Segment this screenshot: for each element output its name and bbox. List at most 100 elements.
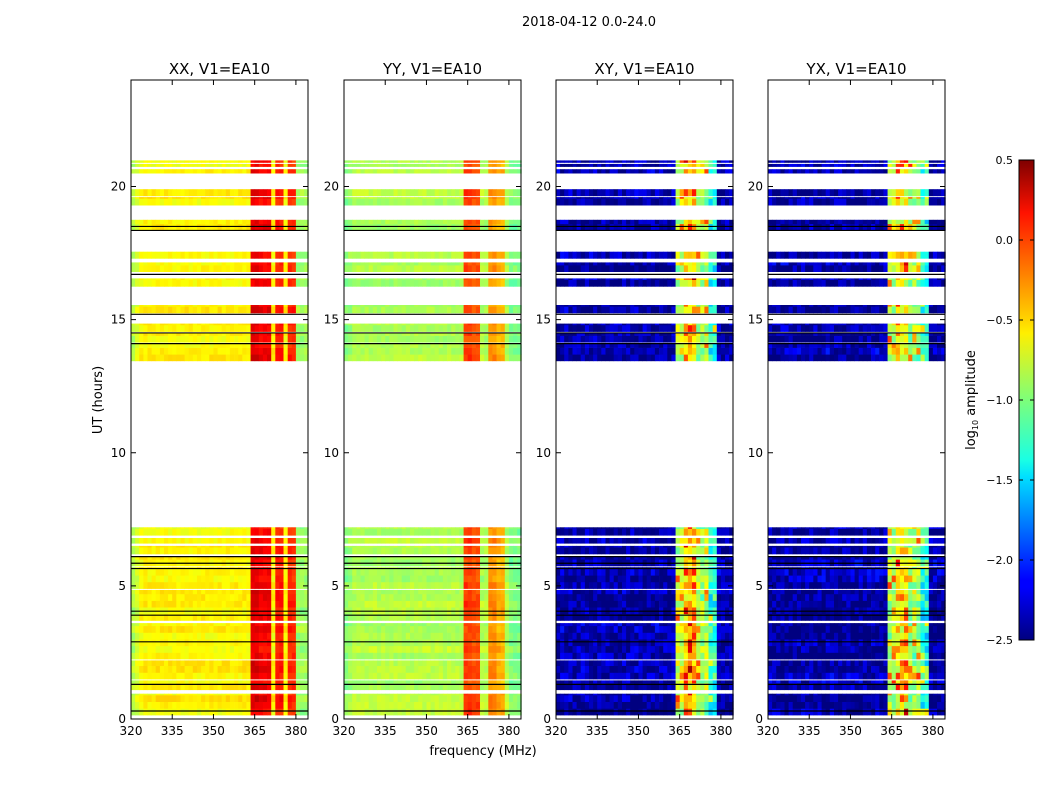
- heatmap-cell: [509, 547, 514, 554]
- heatmap-cell: [480, 224, 485, 231]
- heatmap-cell: [459, 594, 464, 601]
- heatmap-cell: [143, 252, 148, 259]
- heatmap-cell: [406, 348, 411, 355]
- heatmap-cell: [205, 633, 210, 640]
- heatmap-cell: [361, 694, 366, 696]
- heatmap-cell: [439, 305, 444, 307]
- heatmap-cell: [589, 680, 594, 683]
- heatmap-cell: [447, 626, 452, 633]
- heatmap-cell: [267, 623, 272, 626]
- heatmap-cell: [361, 278, 366, 280]
- heatmap-cell: [427, 639, 432, 646]
- heatmap-cell: [667, 672, 672, 679]
- heatmap-cell: [292, 160, 297, 162]
- heatmap-cell: [160, 160, 165, 162]
- heatmap-cell: [205, 280, 210, 287]
- heatmap-cell: [402, 546, 407, 548]
- heatmap-cell: [447, 660, 452, 666]
- heatmap-cell: [189, 280, 194, 287]
- heatmap-cell: [218, 538, 223, 544]
- heatmap-cell: [160, 569, 165, 576]
- heatmap-cell: [238, 164, 243, 167]
- y-tick-label: 10: [324, 446, 339, 460]
- heatmap-cell: [418, 538, 423, 544]
- heatmap-cell: [373, 252, 378, 259]
- heatmap-cell: [459, 278, 464, 280]
- heatmap-cell: [398, 666, 403, 673]
- heatmap-cell: [447, 708, 452, 715]
- heatmap-cell: [435, 601, 440, 608]
- heatmap-cell: [176, 160, 181, 162]
- heatmap-cell: [156, 702, 161, 709]
- heatmap-cell: [651, 695, 656, 702]
- heatmap-cell: [451, 354, 456, 361]
- heatmap-cell: [427, 262, 432, 265]
- heatmap-cell: [148, 694, 153, 696]
- heatmap-cell: [189, 224, 194, 231]
- heatmap-cell: [373, 590, 378, 594]
- heatmap-cell: [255, 348, 260, 355]
- heatmap-cell: [468, 189, 473, 196]
- heatmap-cell: [292, 252, 297, 259]
- heatmap-cell: [242, 639, 247, 646]
- heatmap-cell: [160, 582, 165, 589]
- heatmap-cell: [721, 672, 726, 679]
- heatmap-cell: [242, 529, 247, 536]
- heatmap-cell: [513, 164, 518, 167]
- heatmap-cell: [676, 666, 681, 673]
- heatmap-cell: [696, 695, 701, 702]
- heatmap-cell: [189, 538, 194, 544]
- heatmap-cell: [168, 601, 173, 608]
- heatmap-cell: [688, 672, 693, 679]
- heatmap-cell: [455, 278, 460, 280]
- heatmap-cell: [189, 324, 194, 326]
- heatmap-cell: [464, 590, 469, 594]
- heatmap-cell: [160, 708, 165, 715]
- heatmap-cell: [222, 278, 227, 280]
- heatmap-cell: [459, 590, 464, 594]
- heatmap-cell: [480, 305, 485, 307]
- heatmap-cell: [663, 666, 668, 673]
- heatmap-cell: [402, 538, 407, 544]
- heatmap-cell: [422, 569, 427, 576]
- heatmap-cell: [226, 626, 231, 633]
- heatmap-cell: [447, 672, 452, 679]
- heatmap-cell: [688, 666, 693, 673]
- heatmap-cell: [488, 262, 493, 265]
- heatmap-cell: [389, 538, 394, 544]
- heatmap-cell: [251, 582, 256, 589]
- heatmap-cell: [185, 252, 190, 259]
- heatmap-cell: [385, 169, 390, 173]
- heatmap-cell: [356, 197, 361, 199]
- heatmap-cell: [492, 590, 497, 594]
- heatmap-cell: [451, 646, 456, 653]
- heatmap-cell: [484, 660, 489, 666]
- heatmap-cell: [659, 695, 664, 702]
- heatmap-cell: [263, 220, 268, 224]
- heatmap-cell: [556, 702, 561, 709]
- heatmap-cell: [201, 220, 206, 224]
- heatmap-cell: [492, 626, 497, 633]
- heatmap-cell: [131, 305, 136, 307]
- heatmap-cell: [255, 575, 260, 582]
- heatmap-cell: [369, 694, 374, 696]
- heatmap-cell: [497, 336, 502, 343]
- heatmap-cell: [242, 680, 247, 683]
- heatmap-cell: [422, 262, 427, 265]
- heatmap-cell: [402, 582, 407, 589]
- heatmap-cell: [476, 695, 481, 702]
- heatmap-cell: [218, 169, 223, 173]
- heatmap-cell: [131, 702, 136, 709]
- heatmap-cell: [427, 633, 432, 640]
- heatmap-cell: [406, 594, 411, 601]
- heatmap-cell: [275, 169, 280, 173]
- heatmap-cell: [218, 527, 223, 529]
- heatmap-cell: [205, 546, 210, 548]
- heatmap-cell: [476, 672, 481, 679]
- heatmap-cell: [222, 164, 227, 167]
- heatmap-cell: [344, 348, 349, 355]
- heatmap-cell: [185, 582, 190, 589]
- heatmap-cell: [131, 652, 136, 659]
- heatmap-cell: [365, 224, 370, 231]
- heatmap-cell: [622, 680, 627, 683]
